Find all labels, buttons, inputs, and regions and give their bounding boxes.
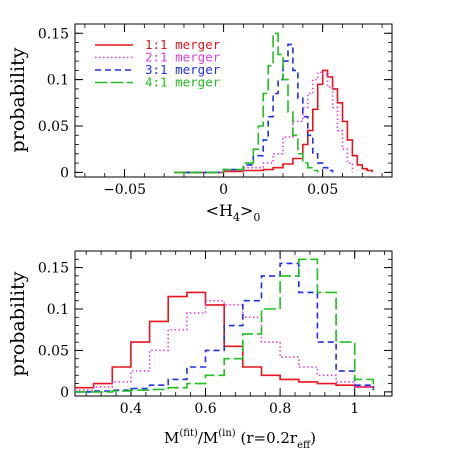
y-tick-label: 0.1 (47, 302, 69, 318)
top-panel-y-axis-label: probability (7, 47, 29, 152)
x-tick-label: 0.6 (194, 401, 216, 417)
bottom-panel: 0.4 0.6 0.8 1 0 0.05 0.1 0.15 probability M(fit… (7, 250, 393, 451)
x-tick-label: −0.05 (103, 182, 146, 198)
bottom-panel-y-axis-label: probability (7, 271, 29, 376)
top-panel-frame (74, 23, 393, 178)
legend-label: 4:1 merger (145, 75, 221, 90)
y-tick-label: 0.1 (47, 73, 69, 89)
legend-label: 3:1 merger (145, 62, 221, 77)
series-line-3 (184, 43, 334, 174)
x-tick-label: 0 (219, 182, 228, 198)
x-tick-label: 1 (350, 401, 359, 417)
y-tick-label: 0.05 (38, 119, 69, 135)
bottom-panel-frame (74, 250, 393, 397)
y-tick-label: 0.05 (38, 343, 69, 359)
y-tick-label: 0 (60, 385, 69, 401)
series-line-1 (174, 69, 373, 174)
top-panel-series (174, 32, 373, 174)
x-tick-label: 0.05 (307, 182, 338, 198)
x-tick-label: 0.4 (120, 401, 142, 417)
legend-label: 2:1 merger (145, 50, 221, 65)
bottom-panel-x-axis-label: M(fit)/M(in) (r=0.2reff) (164, 428, 316, 451)
y-tick-label: 0 (60, 165, 69, 181)
top-panel-x-axis-label: <H4>0 (206, 201, 261, 224)
bottom-panel-ticks: 0.4 0.6 0.8 1 0 0.05 0.1 0.15 (38, 250, 392, 417)
series-line-4 (75, 258, 375, 393)
top-panel-ticks: −0.05 0 0.05 0 0.05 0.1 0.15 (38, 23, 392, 198)
y-tick-label: 0.15 (38, 26, 69, 42)
y-tick-label: 0.15 (38, 261, 69, 277)
bottom-panel-series (75, 258, 375, 393)
series-line-4 (174, 32, 319, 174)
x-tick-label: 0.8 (269, 401, 291, 417)
series-line-3 (75, 262, 375, 393)
legend-label: 1:1 merger (145, 37, 221, 52)
